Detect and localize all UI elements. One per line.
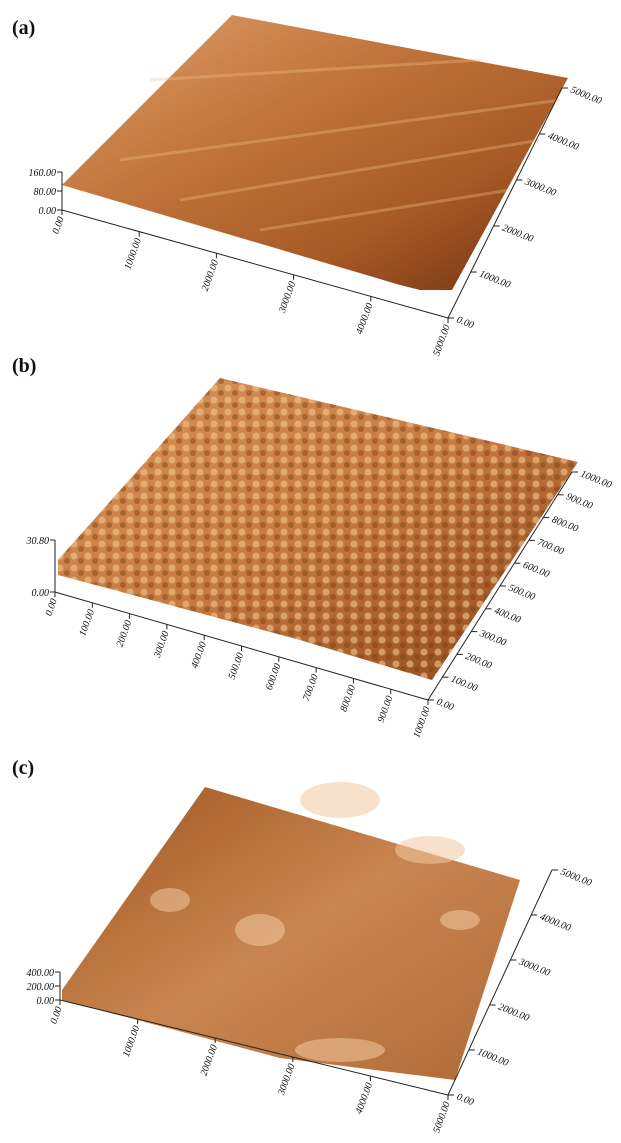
x-tick-label: 2000.00 xyxy=(199,1043,220,1077)
x-tick-label: 900.00 xyxy=(376,694,396,724)
z-tick-label: 30.80 xyxy=(26,536,50,547)
x-tick-label: 3000.00 xyxy=(277,280,299,315)
y-tick-label: 800.00 xyxy=(550,514,580,535)
x-tick-label: 4000.00 xyxy=(354,1081,375,1115)
z-tick-label: 160.00 xyxy=(29,168,57,179)
x-tick-label: 300.00 xyxy=(152,630,172,661)
y-axis xyxy=(447,869,553,1096)
panel-label: (c) xyxy=(12,757,34,779)
y-tick-label: 500.00 xyxy=(507,583,537,604)
surface xyxy=(62,15,568,290)
x-tick-label: 3000.00 xyxy=(276,1062,298,1097)
panel-label: (b) xyxy=(12,355,36,377)
x-tick-label: 5000.00 xyxy=(431,1100,452,1134)
z-tick-label: 200.00 xyxy=(27,982,55,993)
x-tick-label: 500.00 xyxy=(227,651,247,681)
stripes xyxy=(119,58,561,232)
y-tick-label: 700.00 xyxy=(536,537,566,558)
x-tick-label: 1000.00 xyxy=(411,705,432,739)
y-tick-label: 1000.00 xyxy=(478,269,512,291)
y-tick-label: 5000.00 xyxy=(559,867,593,889)
surface xyxy=(62,787,520,1080)
z-tick-label: 0.00 xyxy=(39,206,57,217)
x-tick-label: 0.00 xyxy=(43,597,59,617)
y-tick-label: 4000.00 xyxy=(538,912,572,934)
z-tick-label: 0.00 xyxy=(37,996,55,1007)
y-tick-label: 2000.00 xyxy=(496,1002,530,1024)
y-tick-label: 3000.00 xyxy=(516,956,551,979)
y-tick-label: 100.00 xyxy=(449,674,479,695)
x-tick-label: 600.00 xyxy=(264,662,284,692)
y-tick-label: 4000.00 xyxy=(546,131,580,153)
surface-texture xyxy=(58,378,578,680)
x-axis xyxy=(59,999,449,1096)
x-tick-label: 1000.00 xyxy=(121,1024,142,1058)
y-tick-label: 600.00 xyxy=(521,560,551,581)
x-tick-label: 800.00 xyxy=(338,684,358,714)
y-tick-label: 0.00 xyxy=(455,315,475,332)
x-axis xyxy=(61,209,449,319)
y-tick-label: 400.00 xyxy=(492,605,522,626)
y-tick-label: 5000.00 xyxy=(569,85,603,107)
z-tick-label: 400.00 xyxy=(27,968,55,979)
y-tick-label: 2000.00 xyxy=(500,223,534,245)
y-tick-label: 0.00 xyxy=(435,697,455,714)
domes xyxy=(150,782,480,1062)
x-tick-label: 200.00 xyxy=(115,619,135,649)
x-tick-label: 100.00 xyxy=(77,608,97,638)
z-tick-label: 0.00 xyxy=(32,588,50,599)
y-axis xyxy=(447,87,563,319)
y-tick-label: 300.00 xyxy=(477,628,508,649)
z-tick-label: 80.00 xyxy=(34,187,57,198)
y-tick-label: 3000.00 xyxy=(522,176,557,199)
x-tick-label: 0.00 xyxy=(48,1005,64,1025)
x-tick-label: 700.00 xyxy=(301,673,321,703)
x-tick-label: 5000.00 xyxy=(431,323,452,357)
x-tick-label: 4000.00 xyxy=(354,302,375,336)
y-tick-label: 1000.00 xyxy=(579,469,613,491)
x-tick-label: 0.00 xyxy=(50,215,66,235)
y-tick-label: 200.00 xyxy=(464,651,494,672)
x-tick-label: 2000.00 xyxy=(200,258,221,292)
panel-label: (a) xyxy=(12,17,35,39)
x-tick-label: 1000.00 xyxy=(123,237,144,271)
x-tick-label: 400.00 xyxy=(189,640,209,670)
y-tick-label: 1000.00 xyxy=(476,1047,510,1069)
y-tick-label: 0.00 xyxy=(455,1092,475,1109)
y-tick-label: 900.00 xyxy=(564,491,594,512)
